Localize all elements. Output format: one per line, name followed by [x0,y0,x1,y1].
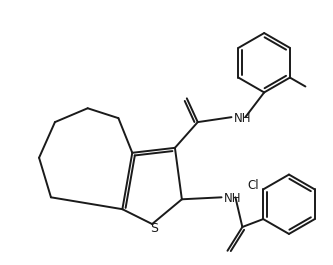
Text: NH: NH [233,112,251,125]
Text: NH: NH [223,192,241,205]
Text: S: S [150,223,158,236]
Text: Cl: Cl [247,179,259,192]
